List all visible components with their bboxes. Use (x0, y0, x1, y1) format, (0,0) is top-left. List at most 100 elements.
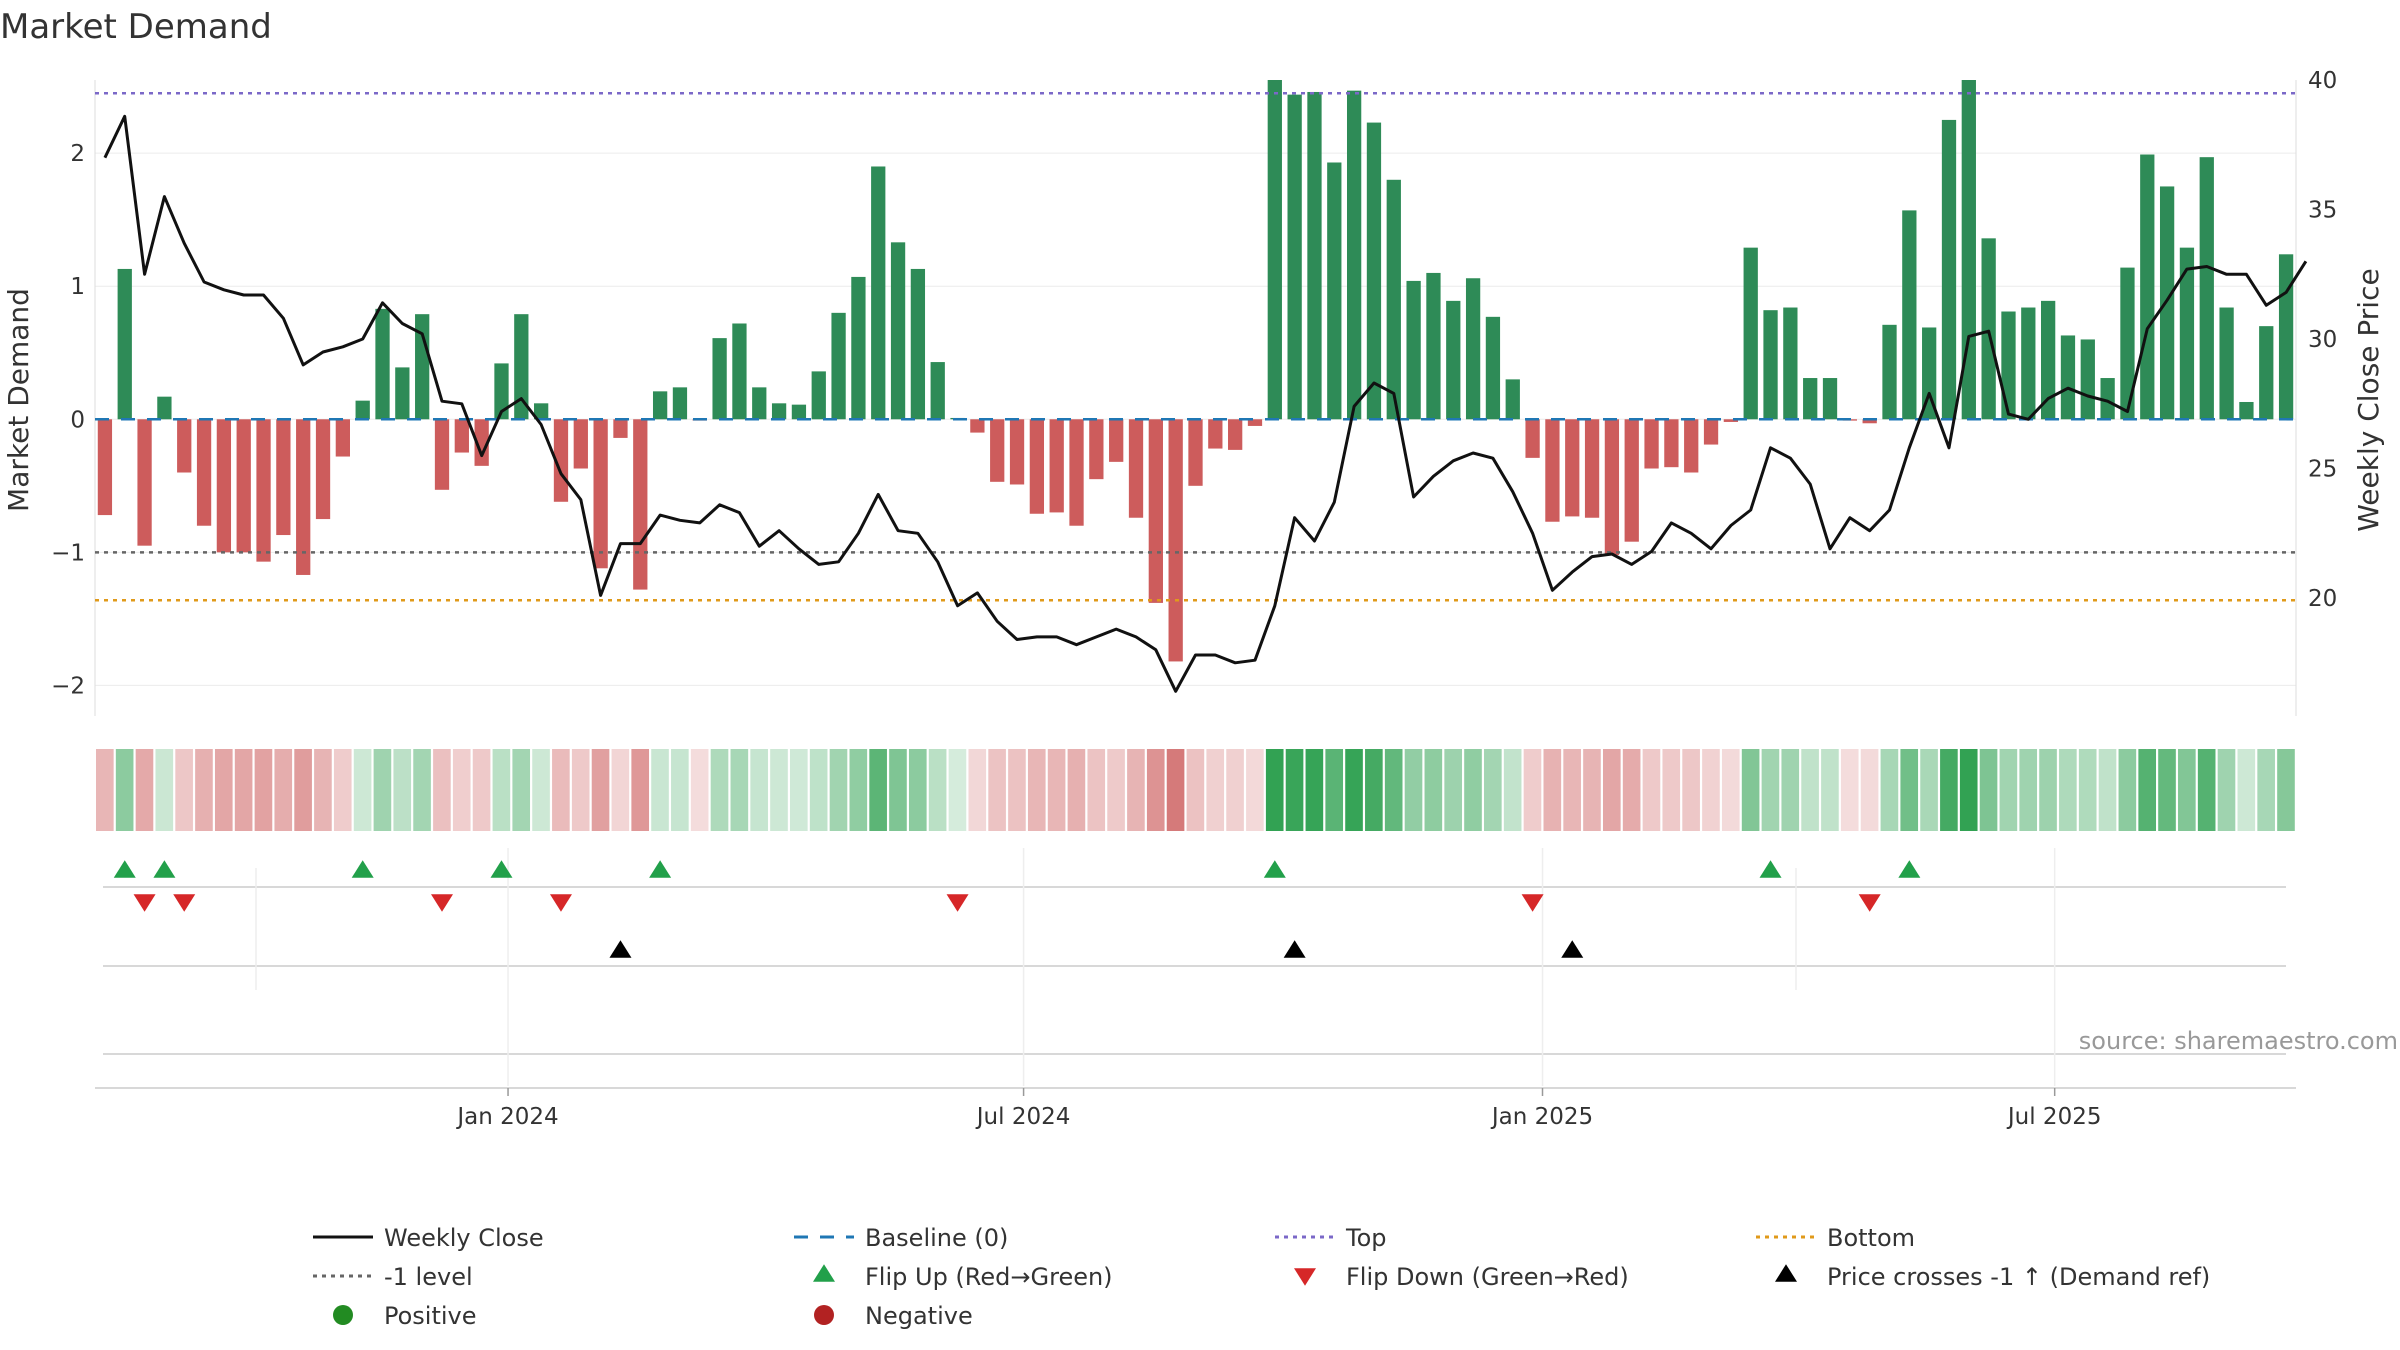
demand-bar-positive (831, 312, 846, 420)
demand-bar-negative (276, 419, 291, 536)
heat-strip-cell (1999, 749, 2018, 831)
demand-bar-negative (1069, 419, 1084, 526)
heat-strip-cell (1721, 749, 1740, 831)
heat-strip-cell (770, 749, 788, 831)
demand-bar-negative (434, 419, 450, 490)
heat-strip-cell (2098, 749, 2117, 831)
heat-strip-cell (651, 749, 669, 831)
heat-strip-cell (671, 749, 689, 831)
flip-up-marker (1759, 860, 1782, 878)
heat-strip-cell (1543, 749, 1562, 831)
demand-bar-positive (494, 363, 509, 420)
heat-strip-cell (1146, 749, 1165, 831)
legend-label: Negative (865, 1302, 973, 1330)
demand-bar-positive (415, 314, 430, 420)
demand-bar-positive (117, 268, 132, 420)
legend-label: Top (1345, 1224, 1387, 1252)
legend-label: -1 level (384, 1263, 473, 1291)
flip-up-marker (1263, 860, 1286, 878)
heat-strip-cell (829, 749, 848, 831)
heat-strip-cell (988, 749, 1006, 831)
demand-bar-negative (177, 419, 192, 473)
demand-bar-positive (1485, 316, 1501, 420)
demand-bar-positive (1505, 379, 1520, 420)
heat-strip-cell (1622, 749, 1641, 831)
demand-bar-positive (1307, 91, 1322, 420)
demand-bar-positive (1346, 90, 1362, 420)
demand-bar-positive (1406, 280, 1421, 420)
flip-up-marker (113, 860, 136, 878)
demand-bar-negative (1009, 419, 1025, 485)
demand-bar-positive (1366, 122, 1382, 420)
demand-bar-negative (474, 419, 489, 466)
demand-bar-positive (2001, 311, 2016, 420)
legend-label: Flip Down (Green→Red) (1346, 1263, 1629, 1291)
demand-bar-positive (395, 367, 410, 420)
legend-swatch-negative (814, 1305, 834, 1325)
demand-bar-positive (791, 404, 807, 420)
demand-bar-positive (1743, 247, 1758, 420)
heat-strip-cell (1424, 749, 1443, 831)
heat-strip-cell (849, 749, 868, 831)
heat-strip-cell (1206, 749, 1225, 831)
demand-bar-positive (2259, 326, 2274, 420)
demand-bar-positive (1783, 307, 1798, 420)
demand-bar-negative (990, 419, 1005, 482)
demand-bar-negative (1624, 419, 1639, 542)
heat-strip-cell (1702, 749, 1720, 831)
left-axis-label: Market Demand (2, 288, 35, 512)
demand-bar-negative (633, 419, 648, 590)
heat-strip-cell (274, 749, 293, 831)
flip-down-marker (946, 894, 969, 912)
heat-strip-cell (195, 749, 213, 831)
flip-down-marker (173, 894, 196, 912)
demand-bar-positive (1426, 272, 1441, 420)
demand-bar-negative (1664, 419, 1679, 468)
demand-bar-negative (1545, 419, 1560, 522)
heat-strip-cell (809, 749, 828, 831)
heat-strip-cell (1959, 749, 1978, 831)
demand-bar-positive (811, 371, 826, 420)
demand-bar-positive (2080, 339, 2095, 420)
price-cross-marker (1283, 940, 1306, 958)
legend-swatch-flip-up (813, 1264, 835, 1282)
demand-bar-negative (1604, 419, 1620, 555)
demand-bar-positive (2219, 307, 2234, 420)
heat-strip-cell (1801, 749, 1819, 831)
demand-bar-positive (930, 362, 945, 420)
heat-strip-cell (1583, 749, 1601, 831)
heat-strip-cell (2277, 749, 2295, 831)
heat-strip-cell (1384, 749, 1403, 831)
left-tick-label: −2 (51, 673, 85, 699)
demand-bar-negative (593, 419, 608, 569)
heat-strip-cell (1840, 749, 1859, 831)
demand-bar-positive (1267, 80, 1282, 420)
demand-bar-positive (1981, 238, 1996, 420)
demand-bar-positive (851, 276, 866, 420)
demand-bar-positive (2021, 307, 2036, 420)
demand-bar-positive (157, 396, 172, 420)
flip-down-marker (431, 894, 454, 912)
flip-down-marker (1521, 894, 1544, 912)
heat-strip-cell (631, 749, 650, 831)
demand-bar-positive (771, 403, 787, 420)
demand-bar-positive (1465, 278, 1481, 420)
heat-strip-cell (1067, 749, 1086, 831)
demand-bar-negative (1525, 419, 1540, 458)
left-tick-label: −1 (51, 540, 85, 566)
legend-swatch-flip-down (1294, 1268, 1316, 1286)
heat-strip-cell (790, 749, 808, 831)
heat-strip-cell (1127, 749, 1145, 831)
legend-label: Price crosses -1 ↑ (Demand ref) (1827, 1263, 2210, 1291)
heat-strip-cell (353, 749, 372, 831)
heat-strip-cell (928, 749, 947, 831)
heat-strip-cell (1642, 749, 1661, 831)
heat-strip-cell (2197, 749, 2216, 831)
flip-up-marker (1898, 860, 1921, 878)
demand-bar-positive (1822, 378, 1838, 420)
heat-strip-cell (1821, 749, 1839, 831)
demand-bar-negative (296, 419, 311, 575)
demand-bar-positive (2120, 267, 2135, 420)
heat-strip-cell (314, 749, 332, 831)
